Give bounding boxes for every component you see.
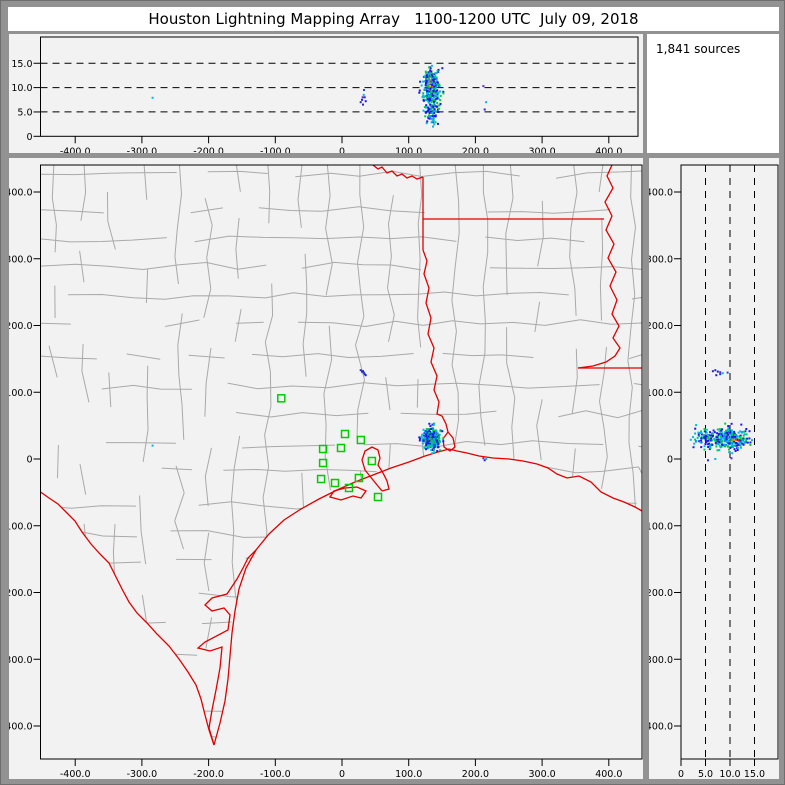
lma-station-marker — [356, 435, 366, 445]
y-tick-label: 15.0 — [11, 59, 32, 70]
x-tick-label: 200.0 — [462, 146, 489, 153]
y-tick-label: 400.0 — [649, 188, 673, 199]
county-lines — [40, 165, 642, 745]
y-tick-label: 300.0 — [649, 254, 673, 265]
plot-border — [680, 164, 779, 760]
state-borders-and-coastline — [40, 164, 643, 746]
x-tick-label: 200.0 — [462, 769, 489, 779]
lma-station-marker — [336, 443, 346, 453]
y-axis-ticks: 400.0 300.0 200.0 100.0 0 -100.0 -200.0 -300.0 -… — [649, 188, 681, 733]
lma-station-marker — [318, 444, 328, 454]
lma-station-marker — [344, 483, 354, 493]
x-tick-label: -400.0 — [60, 769, 91, 779]
y-tick-label: -200.0 — [9, 588, 33, 599]
window-title: Houston Lightning Mapping Array 1100-120… — [8, 7, 779, 31]
x-tick-label: -300.0 — [127, 769, 158, 779]
y-tick-label: 100.0 — [649, 388, 673, 399]
y-tick-label: 300.0 — [9, 254, 33, 265]
y-tick-label: -400.0 — [649, 722, 673, 733]
lightning-sources-map — [151, 369, 488, 462]
x-axis-ticks: 0 5.0 10.0 15.0 — [678, 759, 765, 779]
y-tick-label: 100.0 — [9, 388, 33, 399]
x-tick-label: -300.0 — [127, 146, 158, 153]
y-tick-label: 0 — [26, 132, 32, 143]
x-tick-label: 0 — [678, 769, 684, 779]
y-tick-label: -200.0 — [649, 588, 673, 599]
x-tick-label: 100.0 — [395, 146, 422, 153]
x-tick-label: 100.0 — [395, 769, 422, 779]
x-tick-label: -100.0 — [260, 146, 291, 153]
x-axis-ticks: -400.0 -300.0 -200.0 -100.0 0 100.0 200.0 300.0… — [60, 136, 622, 153]
x-tick-label: 0 — [339, 769, 345, 779]
lma-station-marker — [373, 492, 383, 502]
y-tick-label: 400.0 — [9, 188, 33, 199]
y-tick-label: 200.0 — [649, 321, 673, 332]
lma-station-marker — [330, 478, 340, 488]
station-markers — [277, 394, 383, 502]
x-tick-label: 15.0 — [744, 769, 765, 779]
lightning-sources-ns — [689, 369, 753, 462]
y-tick-label: -100.0 — [649, 521, 673, 532]
x-tick-label: 400.0 — [595, 146, 622, 153]
lma-station-marker — [367, 456, 377, 466]
y-tick-label: 10.0 — [11, 83, 32, 94]
y-tick-label: -300.0 — [9, 655, 33, 666]
x-tick-label: 400.0 — [595, 769, 622, 779]
altitude-ns-plot[interactable]: 0 5.0 10.0 15.0 400.0 300.0 200.0 100.0 0 -100.0 -… — [649, 158, 779, 779]
altitude-gridlines-ns — [705, 165, 755, 759]
x-tick-label: -400.0 — [60, 146, 91, 153]
y-tick-label: 0 — [667, 455, 673, 466]
plot-border — [40, 36, 639, 137]
lma-station-marker — [318, 458, 328, 468]
altitude-ns-panel[interactable]: 0 5.0 10.0 15.0 400.0 300.0 200.0 100.0 0 -100.0 -… — [649, 158, 779, 779]
y-tick-label: 200.0 — [9, 321, 33, 332]
x-axis-ticks: -400.0 -300.0 -200.0 -100.0 0 100.0 200.0 300.0… — [60, 759, 622, 779]
y-tick-label: 0 — [26, 455, 32, 466]
x-tick-label: 0 — [339, 146, 345, 153]
lma-station-marker — [340, 429, 350, 439]
lma-station-marker — [316, 474, 326, 484]
y-axis-ticks: 400.0 300.0 200.0 100.0 0 -100.0 -200.0 -300.0 -… — [9, 188, 41, 733]
plan-view-map-panel[interactable]: -400.0 -300.0 -200.0 -100.0 0 100.0 200.0 300.0… — [9, 158, 643, 779]
lma-station-marker — [354, 473, 364, 483]
y-tick-label: 5.0 — [17, 107, 32, 118]
lightning-sources-ew — [151, 64, 488, 128]
x-tick-label: -200.0 — [193, 146, 224, 153]
source-count-box: 1,841 sources — [647, 34, 779, 153]
x-tick-label: 10.0 — [719, 769, 740, 779]
x-tick-label: -200.0 — [193, 769, 224, 779]
x-tick-label: 300.0 — [528, 769, 555, 779]
x-tick-label: 5.0 — [698, 769, 713, 779]
y-tick-label: -100.0 — [9, 521, 33, 532]
x-tick-label: 300.0 — [528, 146, 555, 153]
y-axis-ticks: 0 5.0 10.0 15.0 — [11, 59, 41, 143]
lma-station-marker — [277, 394, 286, 403]
plot-border — [40, 164, 643, 760]
altitude-ew-panel[interactable]: -400.0 -300.0 -200.0 -100.0 0 100.0 200.0 300.0… — [9, 34, 643, 153]
y-tick-label: -300.0 — [649, 655, 673, 666]
plan-view-map-plot[interactable]: -400.0 -300.0 -200.0 -100.0 0 100.0 200.0 300.0… — [9, 158, 643, 779]
altitude-ew-plot[interactable]: -400.0 -300.0 -200.0 -100.0 0 100.0 200.0 300.0… — [9, 34, 643, 153]
source-count-label: 1,841 sources — [656, 42, 741, 56]
x-tick-label: -100.0 — [260, 769, 291, 779]
altitude-gridlines-ew — [40, 62, 638, 113]
y-tick-label: -400.0 — [9, 722, 33, 733]
